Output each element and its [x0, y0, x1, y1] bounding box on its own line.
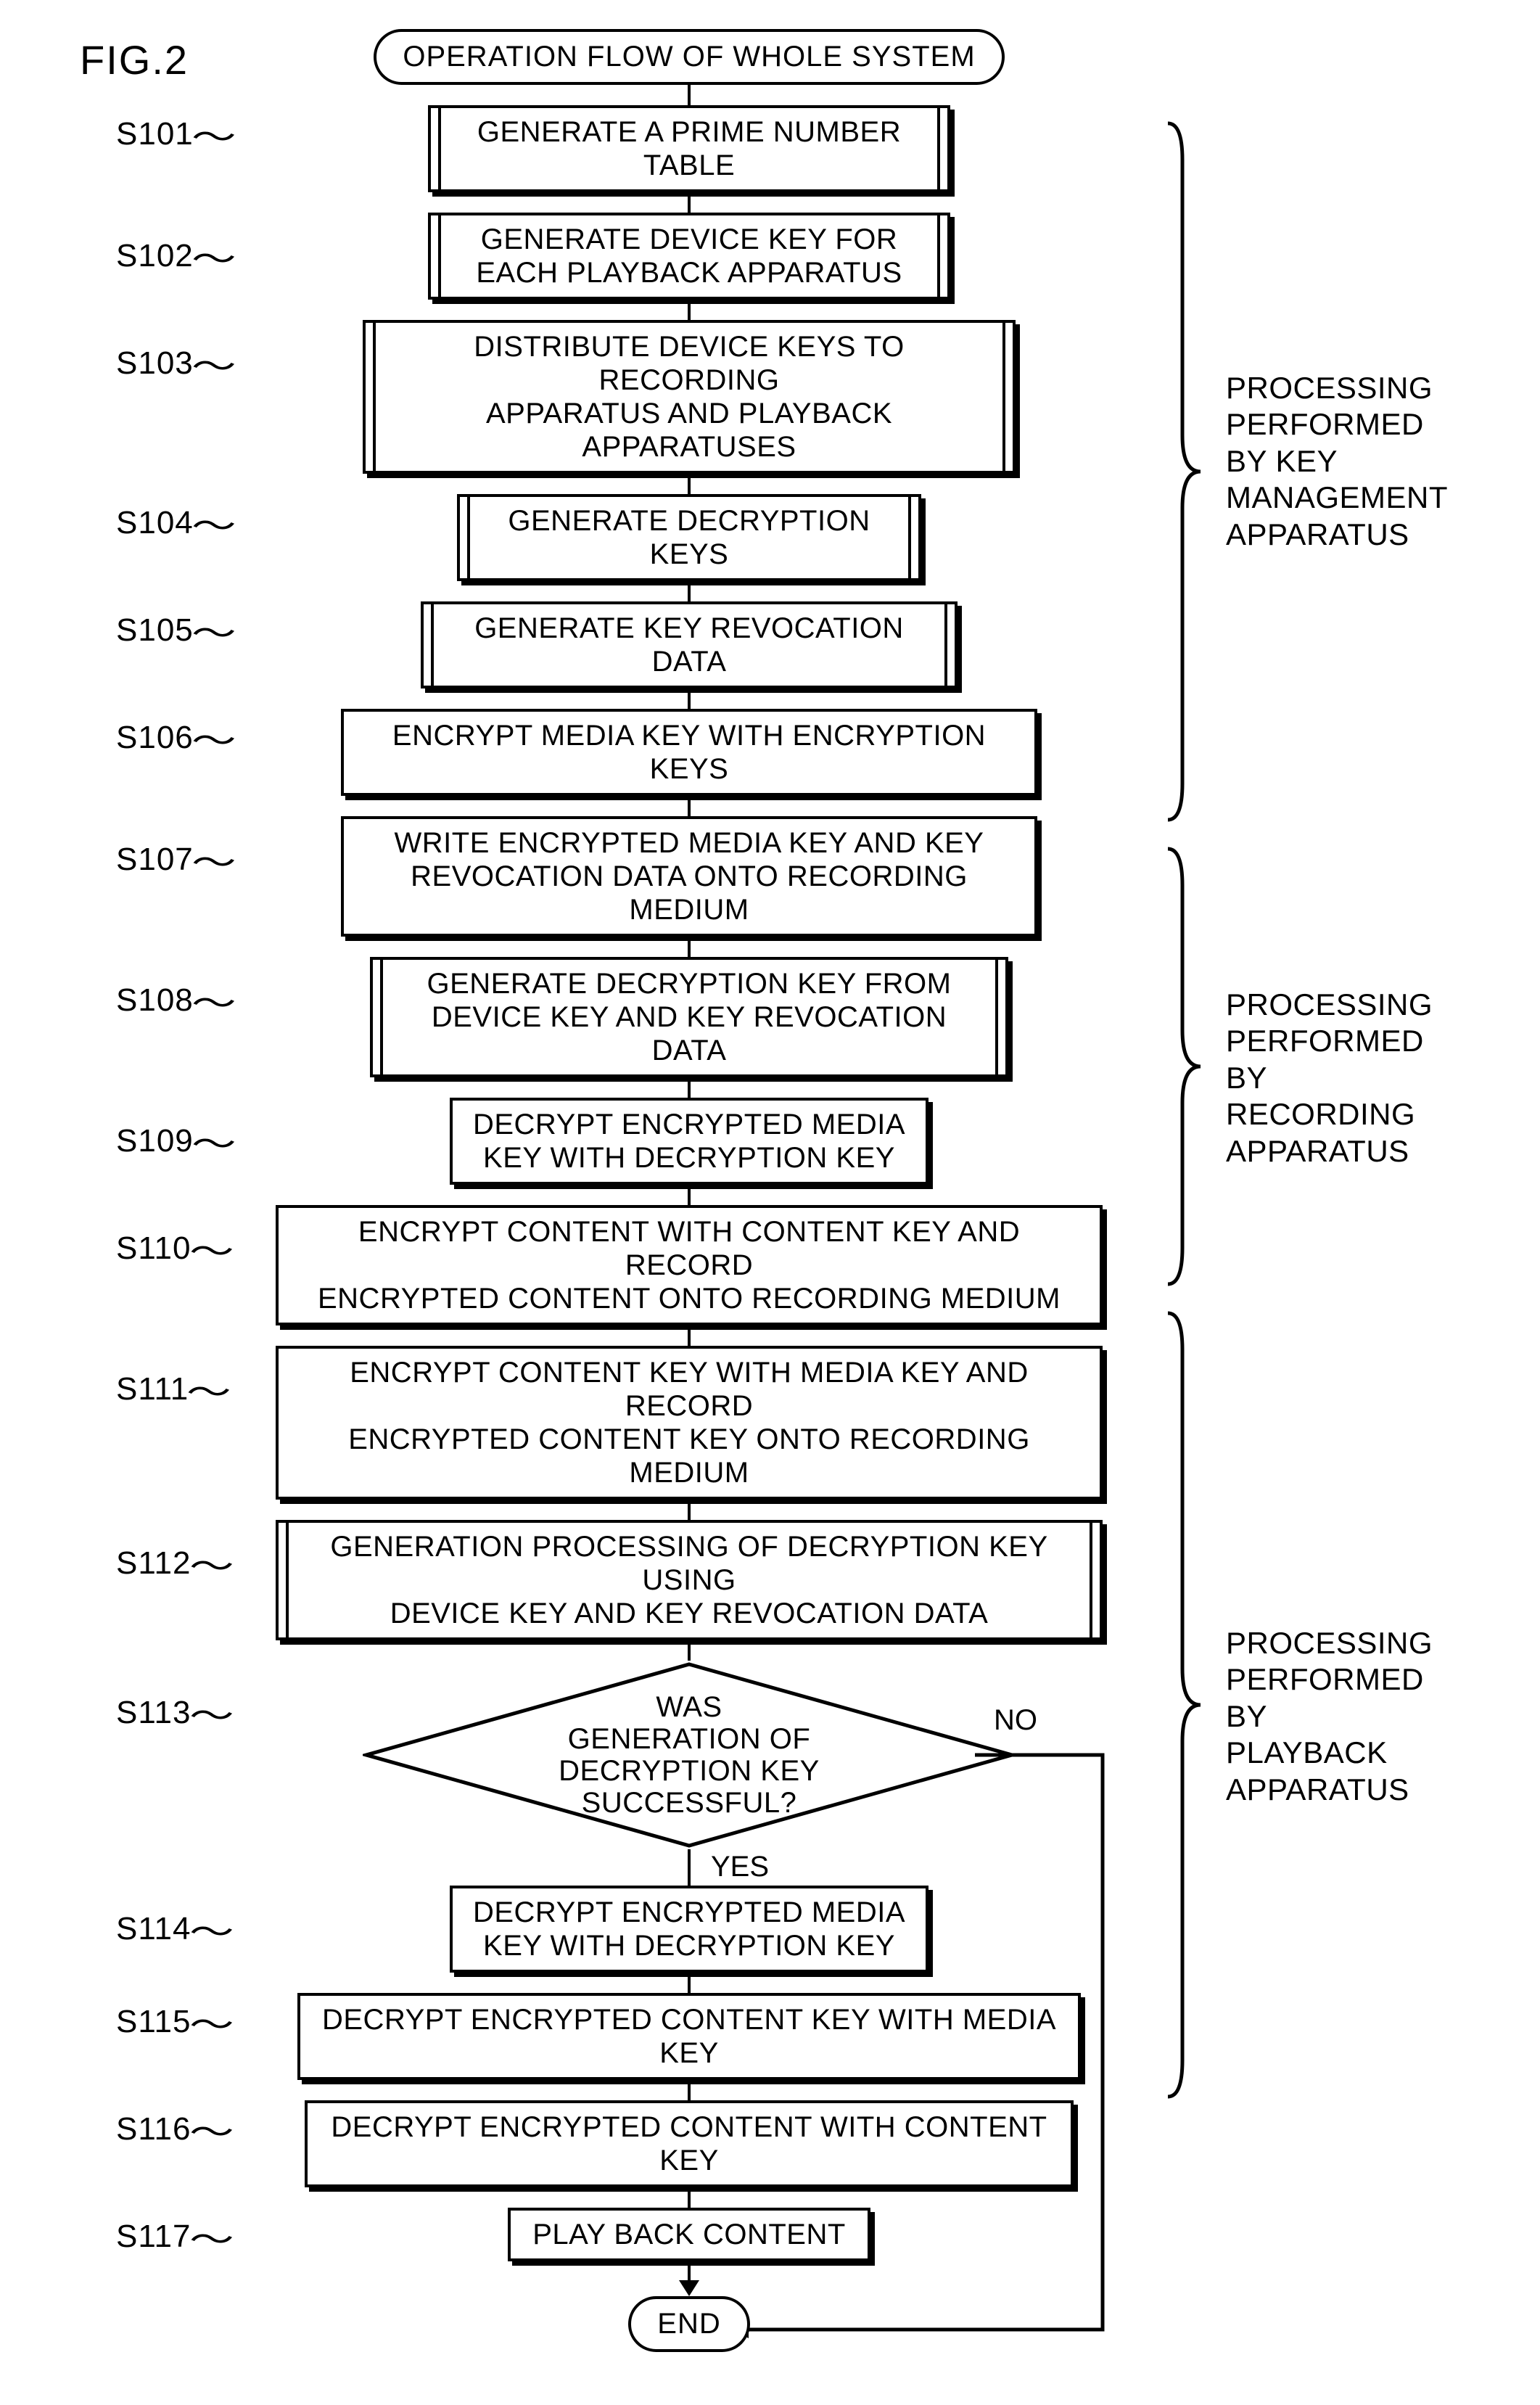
connector-line: [688, 1640, 691, 1661]
step-id-label: S111〜: [116, 1366, 226, 1413]
branch-no-label: NO: [994, 1704, 1037, 1737]
connector-line: [688, 85, 691, 105]
process-step: ENCRYPT CONTENT WITH CONTENT KEY AND REC…: [276, 1205, 1103, 1325]
process-step: GENERATE DEVICE KEY FOREACH PLAYBACK APP…: [428, 213, 950, 300]
process-step: DECRYPT ENCRYPTED CONTENT KEY WITH MEDIA…: [297, 1993, 1081, 2080]
process-step: WRITE ENCRYPTED MEDIA KEY AND KEYREVOCAT…: [341, 816, 1037, 937]
terminator-start: OPERATION FLOW OF WHOLE SYSTEM: [374, 29, 1004, 85]
process-step: DECRYPT ENCRYPTED MEDIAKEY WITH DECRYPTI…: [450, 1098, 928, 1185]
flow-row: S116〜DECRYPT ENCRYPTED CONTENT WITH CONT…: [254, 2100, 1124, 2187]
process-step: GENERATION PROCESSING OF DECRYPTION KEY …: [276, 1520, 1103, 1640]
annotation-playback: PROCESSINGPERFORMEDBYPLAYBACKAPPARATUS: [1226, 1625, 1433, 1808]
process-step: GENERATE KEY REVOCATION DATA: [421, 601, 958, 688]
step-id-label: S106〜: [116, 715, 231, 761]
process-step: PLAY BACK CONTENT: [508, 2208, 870, 2261]
connector-line: [688, 474, 691, 494]
connector-line: [688, 2261, 691, 2282]
flow-row: S113〜WASGENERATION OF DECRYPTION KEYSUCC…: [254, 1661, 1124, 1849]
connector-line: [688, 937, 691, 957]
connector-line: [688, 1849, 691, 1886]
process-step: ENCRYPT CONTENT KEY WITH MEDIA KEY AND R…: [276, 1346, 1103, 1500]
step-id-label: S112〜: [116, 1540, 228, 1587]
step-id-label: S101〜: [116, 111, 231, 157]
brace-icon: [1161, 842, 1204, 1291]
brace-icon: [1161, 116, 1204, 827]
flow-row: S102〜GENERATE DEVICE KEY FOREACH PLAYBAC…: [254, 213, 1124, 300]
decision-text: WASGENERATION OF DECRYPTION KEYSUCCESSFU…: [526, 1691, 852, 1819]
flow-row: OPERATION FLOW OF WHOLE SYSTEM: [254, 29, 1124, 85]
process-step: GENERATE DECRYPTION KEYS: [457, 494, 921, 581]
step-id-label: S104〜: [116, 500, 231, 546]
flow-row: S101〜GENERATE A PRIME NUMBER TABLE: [254, 105, 1124, 192]
flow-row: S114〜DECRYPT ENCRYPTED MEDIAKEY WITH DEC…: [254, 1886, 1124, 1973]
decision: WASGENERATION OF DECRYPTION KEYSUCCESSFU…: [363, 1661, 1016, 1849]
flow-row: S109〜DECRYPT ENCRYPTED MEDIAKEY WITH DEC…: [254, 1098, 1124, 1185]
connector-line: [688, 796, 691, 816]
connector-line: [688, 688, 691, 709]
annotation-key-mgmt: PROCESSINGPERFORMEDBY KEYMANAGEMENTAPPAR…: [1226, 370, 1448, 553]
flow-row: S111〜ENCRYPT CONTENT KEY WITH MEDIA KEY …: [254, 1346, 1124, 1500]
flow-row: S105〜GENERATE KEY REVOCATION DATA: [254, 601, 1124, 688]
flow-row: S104〜GENERATE DECRYPTION KEYS: [254, 494, 1124, 581]
flow-row: S117〜PLAY BACK CONTENT: [254, 2208, 1124, 2261]
connector-line: [688, 2187, 691, 2208]
connector-line: [688, 1325, 691, 1346]
step-id-label: S115〜: [116, 1999, 228, 2045]
page: FIG.2 OPERATION FLOW OF WHOLE SYSTEM S101…: [22, 29, 1518, 2352]
connector-line: [688, 300, 691, 320]
terminator-end: END: [628, 2296, 749, 2352]
step-id-label: S116〜: [116, 2106, 228, 2153]
process-step: GENERATE DECRYPTION KEY FROMDEVICE KEY A…: [370, 957, 1008, 1077]
flow-row: S108〜GENERATE DECRYPTION KEY FROMDEVICE …: [254, 957, 1124, 1077]
connector-line: [688, 2080, 691, 2100]
step-id-label: S109〜: [116, 1118, 231, 1164]
process-step: DISTRIBUTE DEVICE KEYS TO RECORDINGAPPAR…: [363, 320, 1016, 474]
branch-yes-label: YES: [711, 1851, 769, 1883]
step-id-label: S110〜: [116, 1225, 228, 1272]
connector-line: [688, 192, 691, 213]
step-id-label: S113〜: [116, 1690, 228, 1736]
connector-line: [688, 581, 691, 601]
figure-label: FIG.2: [80, 36, 189, 83]
process-step: ENCRYPT MEDIA KEY WITH ENCRYPTION KEYS: [341, 709, 1037, 796]
process-step: GENERATE A PRIME NUMBER TABLE: [428, 105, 950, 192]
flowchart: OPERATION FLOW OF WHOLE SYSTEM S101〜GENER…: [254, 29, 1124, 2352]
flow-row: S110〜ENCRYPT CONTENT WITH CONTENT KEY AN…: [254, 1205, 1124, 1325]
process-step: DECRYPT ENCRYPTED CONTENT WITH CONTENT K…: [305, 2100, 1074, 2187]
step-id-label: S108〜: [116, 977, 231, 1024]
step-id-label: S107〜: [116, 836, 231, 883]
step-id-label: S105〜: [116, 607, 231, 654]
flow-row: S112〜GENERATION PROCESSING OF DECRYPTION…: [254, 1520, 1124, 1640]
step-id-label: S103〜: [116, 340, 231, 387]
arrow-down-icon: [679, 2280, 699, 2296]
flow-row: S115〜DECRYPT ENCRYPTED CONTENT KEY WITH …: [254, 1993, 1124, 2080]
process-step: DECRYPT ENCRYPTED MEDIAKEY WITH DECRYPTI…: [450, 1886, 928, 1973]
step-id-label: S117〜: [116, 2213, 228, 2260]
flow-row: S107〜WRITE ENCRYPTED MEDIA KEY AND KEYRE…: [254, 816, 1124, 937]
step-id-label: S114〜: [116, 1906, 228, 1952]
connector-line: [688, 1973, 691, 1993]
flow-row: END: [254, 2296, 1124, 2352]
connector-line: [688, 1500, 691, 1520]
step-id-label: S102〜: [116, 233, 231, 279]
connector-line: [688, 1185, 691, 1205]
connector-line: [688, 1077, 691, 1098]
brace-icon: [1161, 1306, 1204, 2104]
annotation-recording: PROCESSINGPERFORMEDBYRECORDINGAPPARATUS: [1226, 987, 1433, 1169]
flow-row: S106〜ENCRYPT MEDIA KEY WITH ENCRYPTION K…: [254, 709, 1124, 796]
flow-row: S103〜DISTRIBUTE DEVICE KEYS TO RECORDING…: [254, 320, 1124, 474]
